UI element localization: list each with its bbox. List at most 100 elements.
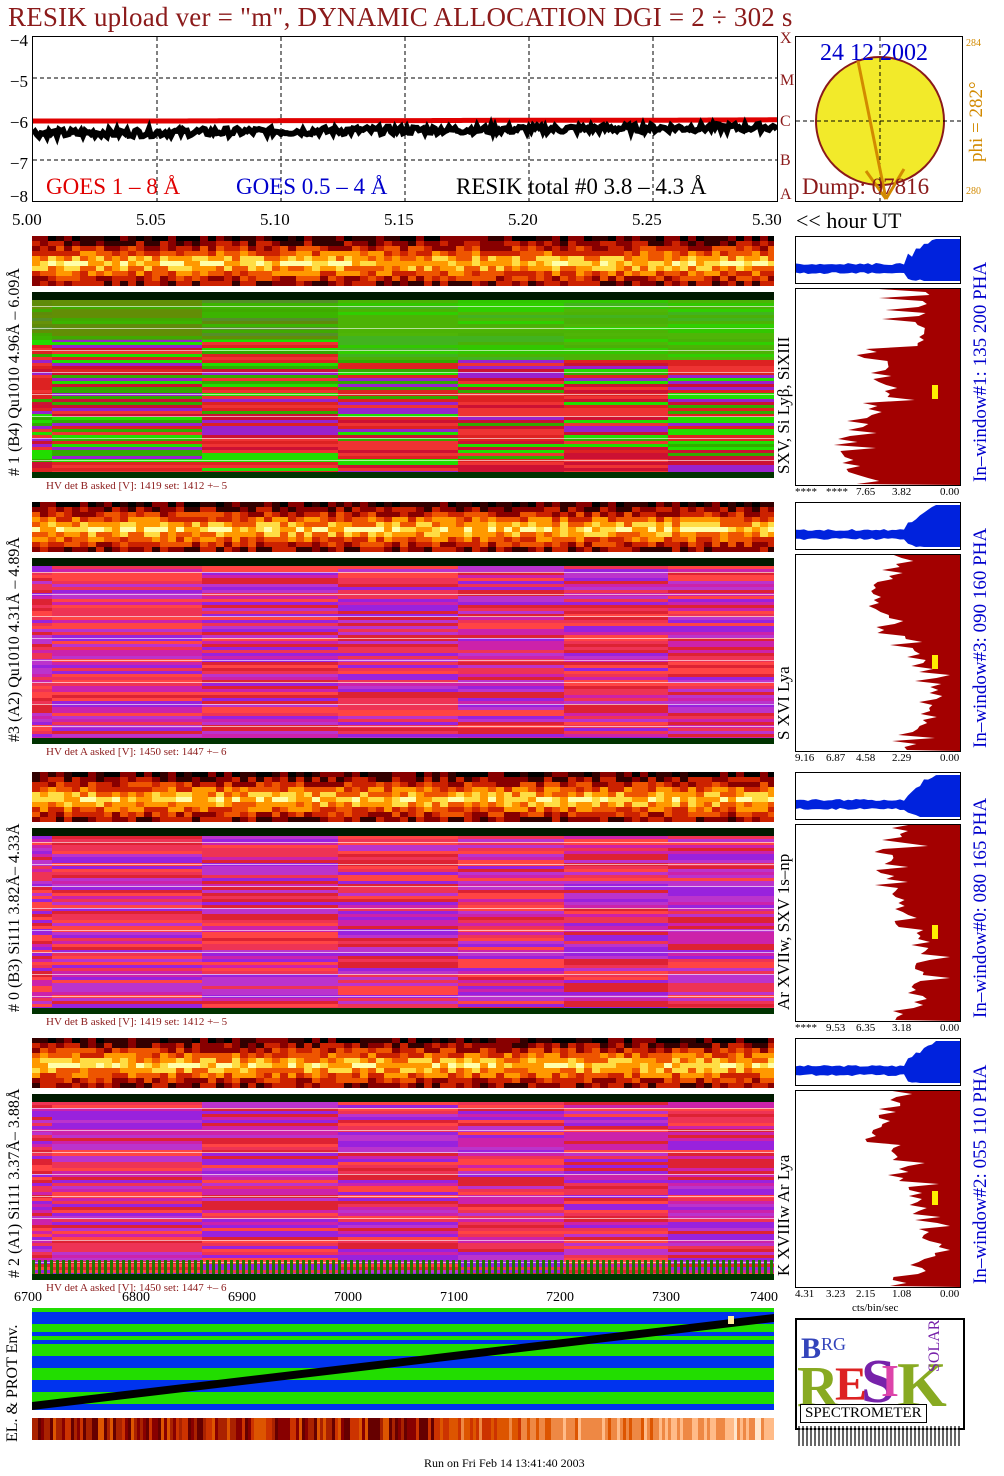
hist-tick: 2.29 — [892, 752, 912, 764]
class-letter: C — [780, 113, 791, 130]
panel-line-label: K XVIIIw Ar Lya — [774, 1154, 793, 1276]
goes-series-line — [30, 116, 780, 146]
hist-tick: **** — [826, 486, 848, 498]
panel-hist-blue — [795, 772, 961, 820]
env-strip — [32, 1418, 776, 1440]
sun-phi-bottom: 280 — [966, 186, 981, 197]
hist-tick: 4.58 — [856, 752, 876, 764]
orbit-tick: 7200 — [546, 1290, 574, 1305]
goes-ytick: −6 — [9, 113, 28, 132]
panel-window-label: In–window#3: 090 160 PHA — [970, 527, 991, 748]
heatmap-svg — [32, 236, 776, 478]
panel-channel-label: # 0 (B3) Si111 3.82Å– 4.33Å — [6, 823, 23, 1012]
time-tick: 5.30 — [752, 210, 782, 229]
env-strip-plot — [32, 1418, 776, 1440]
logo-i: I — [881, 1355, 899, 1406]
panel-window-label: In–window#0: 080 165 PHA — [970, 797, 991, 1018]
sun-phi: phi = 282° — [966, 81, 987, 162]
panel-heatmap — [32, 1038, 776, 1280]
sun-phi-top: 284 — [966, 38, 981, 49]
panel-hv-label: HV det B asked [V]: 1419 set: 1412 +– 5 — [46, 1016, 228, 1028]
panel-hv-label: HV det A asked [V]: 1450 set: 1447 +– 6 — [46, 746, 227, 758]
sun-date: 24 12 2002 — [820, 40, 928, 66]
hist-tick: 0.00 — [940, 1288, 960, 1300]
goes-ytick: −8 — [9, 187, 28, 206]
logo-fineprint — [798, 1426, 960, 1446]
orbit-tick: 7000 — [334, 1290, 362, 1305]
goes-series-line — [33, 117, 777, 124]
logo-solar: SOLAR — [926, 1320, 943, 1372]
hist-tick: 3.23 — [826, 1288, 846, 1300]
goes-ytick: −4 — [9, 31, 28, 50]
heatmap-svg — [32, 502, 776, 744]
time-tick: 5.25 — [632, 210, 662, 229]
hist-tick: 2.15 — [856, 1288, 876, 1300]
env-label: EL. & PROT Env. — [4, 1324, 21, 1442]
orbit-tick: 6800 — [122, 1290, 150, 1305]
sun-panel — [795, 36, 963, 202]
time-tick: 5.10 — [260, 210, 290, 229]
panel-window-label: In–window#2: 055 110 PHA — [970, 1064, 991, 1284]
hist-tick: **** — [795, 1022, 817, 1034]
hist-tick: 0.00 — [940, 486, 960, 498]
orbit-tick: 7100 — [440, 1290, 468, 1305]
panel-channel-label: # 2 (A1) Si111 3.37Å– 3.88Å — [6, 1088, 23, 1278]
hist-tick: 0.00 — [940, 1022, 960, 1034]
goes-label-black: RESIK total #0 3.8 – 4.3 Å — [456, 174, 707, 199]
hist-tick: 7.65 — [856, 486, 876, 498]
time-tick: 5.05 — [136, 210, 166, 229]
hist-tick: 3.82 — [892, 486, 912, 498]
goes-label-blue: GOES 0.5 – 4 Å — [236, 174, 388, 199]
time-unit: << hour UT — [796, 208, 902, 233]
panel-hv-label: HV det A asked [V]: 1450 set: 1447 +– 6 — [46, 1282, 227, 1294]
panel-hist-red — [795, 554, 961, 752]
panel-line-label: SXV, Si Lyβ, SiXIII — [774, 336, 793, 474]
panel-hist-red — [795, 1090, 961, 1288]
logo-b: B — [801, 1332, 821, 1365]
panel-hist-blue — [795, 502, 961, 550]
hist-tick: 3.18 — [892, 1022, 912, 1034]
time-tick: 5.00 — [12, 210, 42, 229]
hist-tick: 4.31 — [795, 1288, 815, 1300]
logo-e: E — [835, 1358, 867, 1411]
panel-hist-blue — [795, 236, 961, 284]
panel-hist-red — [795, 824, 961, 1022]
time-tick: 5.20 — [508, 210, 538, 229]
orbit-tick: 6900 — [228, 1290, 256, 1305]
orbit-tick: 7300 — [652, 1290, 680, 1305]
hist-tick: 9.53 — [826, 1022, 846, 1034]
env-plot — [32, 1308, 774, 1412]
goes-plot — [30, 37, 780, 201]
class-letter: A — [780, 186, 792, 203]
orbit-tick: 7400 — [750, 1290, 778, 1305]
goes-ytick: −7 — [9, 154, 28, 173]
panel-hist-blue — [795, 1038, 961, 1086]
env-panel — [32, 1308, 774, 1412]
chart-title: RESIK upload ver = "m", DYNAMIC ALLOCATI… — [8, 2, 793, 32]
goes-panel — [30, 36, 780, 202]
hist-tick: 6.87 — [826, 752, 846, 764]
panel-channel-label: #3 (A2) Qu1010 4.31Å – 4.89Å — [6, 537, 23, 742]
logo-caption: SPECTROMETER — [800, 1404, 927, 1423]
panel-hv-label: HV det B asked [V]: 1419 set: 1412 +– 5 — [46, 480, 228, 492]
class-letter: M — [780, 72, 795, 89]
panel-hist-red — [795, 288, 961, 486]
footer-timestamp: Run on Fri Feb 14 13:41:40 2003 — [424, 1456, 585, 1470]
logo-rg: RG — [821, 1334, 846, 1354]
panel-line-label: S XVI Lya — [774, 666, 793, 740]
panel-heatmap — [32, 772, 776, 1014]
heatmap-svg — [32, 1038, 776, 1280]
heatmap-svg — [32, 772, 776, 1014]
panel-channel-label: # 1 (B4) Qu1010 4.96Å – 6.09Å — [6, 268, 23, 476]
hist-tick: **** — [795, 486, 817, 498]
hist-unit: cts/bin/sec — [852, 1302, 899, 1314]
hist-tick: 0.00 — [940, 752, 960, 764]
sun-dump: Dump: 07816 — [802, 174, 930, 199]
sun-disk — [796, 37, 962, 201]
panel-heatmap — [32, 236, 776, 478]
hist-tick: 1.08 — [892, 1288, 912, 1300]
hist-tick: 6.35 — [856, 1022, 876, 1034]
panel-line-label: Ar XVIIw, SXV 1s–np — [774, 853, 793, 1010]
hist-tick: 9.16 — [795, 752, 815, 764]
time-tick: 5.15 — [384, 210, 414, 229]
